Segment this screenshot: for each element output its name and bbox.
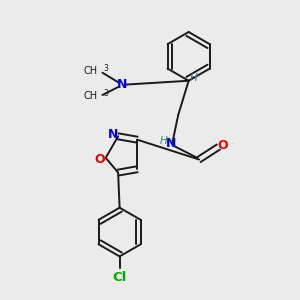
Text: N: N <box>166 137 176 150</box>
Text: H: H <box>190 73 198 83</box>
Text: H: H <box>160 136 168 146</box>
Text: O: O <box>218 139 228 152</box>
Text: O: O <box>94 153 105 166</box>
Text: 3: 3 <box>103 64 108 73</box>
Text: Cl: Cl <box>112 271 127 284</box>
Text: CH: CH <box>84 66 98 76</box>
Text: N: N <box>108 128 118 141</box>
Text: N: N <box>117 78 127 91</box>
Text: 3: 3 <box>103 89 108 98</box>
Text: CH: CH <box>84 91 98 101</box>
